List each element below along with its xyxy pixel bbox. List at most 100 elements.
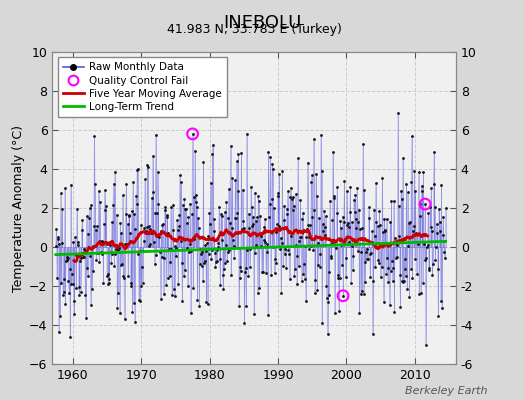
Point	[404, 243, 412, 249]
Point	[296, 196, 304, 203]
Point	[374, 223, 382, 230]
Point	[290, 203, 298, 209]
Point	[194, 215, 202, 222]
Point	[148, 230, 156, 237]
Point	[265, 214, 274, 221]
Point	[358, 287, 366, 294]
Point	[82, 315, 90, 322]
Point	[121, 316, 129, 322]
Point	[156, 249, 164, 256]
Point	[160, 254, 168, 261]
Point	[86, 252, 94, 259]
Point	[348, 242, 356, 249]
Point	[319, 228, 328, 234]
Point	[339, 214, 347, 220]
Point	[110, 181, 118, 187]
Point	[118, 192, 127, 198]
Point	[338, 262, 346, 268]
Point	[304, 233, 313, 240]
Point	[247, 184, 255, 190]
Point	[441, 205, 450, 212]
Point	[423, 242, 432, 249]
Point	[54, 234, 62, 240]
Point	[230, 243, 238, 250]
Point	[76, 257, 84, 264]
Point	[300, 260, 308, 267]
Point	[411, 256, 419, 262]
Point	[266, 201, 274, 207]
Point	[208, 151, 216, 158]
Point	[372, 219, 380, 225]
Point	[254, 290, 262, 296]
Point	[140, 225, 149, 232]
Point	[304, 222, 312, 229]
Point	[298, 278, 306, 284]
Point	[351, 208, 359, 215]
Point	[436, 228, 444, 234]
Point	[114, 290, 122, 296]
Point	[372, 180, 380, 186]
Point	[255, 285, 264, 292]
Point	[146, 226, 155, 232]
Point	[280, 202, 288, 209]
Point	[310, 136, 318, 142]
Point	[326, 198, 334, 204]
Point	[400, 256, 409, 262]
Point	[202, 248, 210, 255]
Point	[393, 254, 401, 260]
Point	[272, 220, 281, 227]
Point	[235, 303, 243, 309]
Point	[58, 239, 66, 246]
Point	[344, 219, 352, 226]
Point	[71, 251, 80, 258]
Point	[118, 261, 126, 268]
Point	[316, 132, 325, 138]
Point	[216, 282, 224, 288]
Point	[137, 283, 146, 289]
Point	[130, 318, 139, 325]
Point	[69, 238, 78, 245]
Point	[186, 201, 194, 208]
Point	[213, 247, 222, 253]
Point	[286, 276, 294, 282]
Point	[320, 224, 329, 231]
Point	[319, 221, 327, 228]
Point	[152, 252, 161, 258]
Point	[157, 296, 165, 302]
Point	[356, 291, 365, 297]
Point	[143, 162, 151, 168]
Point	[267, 196, 276, 202]
Point	[264, 149, 272, 156]
Point	[280, 251, 289, 257]
Point	[343, 222, 352, 228]
Point	[390, 309, 399, 316]
Point	[275, 170, 283, 177]
Point	[200, 260, 208, 266]
Point	[139, 237, 148, 244]
Point	[242, 303, 250, 309]
Point	[199, 159, 208, 166]
Point	[369, 278, 377, 284]
Point	[379, 299, 388, 305]
Point	[362, 259, 370, 265]
Point	[141, 176, 149, 182]
Point	[359, 141, 367, 147]
Point	[414, 169, 423, 175]
Point	[298, 216, 307, 222]
Point	[286, 194, 294, 200]
Point	[201, 242, 210, 249]
Point	[109, 202, 117, 208]
Point	[195, 302, 203, 309]
Point	[314, 262, 323, 268]
Point	[238, 186, 247, 193]
Point	[63, 257, 71, 263]
Point	[60, 276, 69, 282]
Point	[434, 313, 443, 319]
Point	[74, 283, 83, 290]
Point	[254, 193, 263, 199]
Point	[262, 270, 270, 276]
Point	[166, 259, 174, 265]
Point	[258, 230, 267, 236]
Point	[103, 273, 111, 279]
Point	[134, 166, 142, 172]
